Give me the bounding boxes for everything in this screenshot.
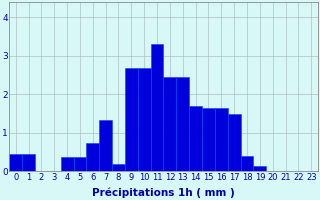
Bar <box>253 166 266 171</box>
Bar <box>151 44 164 171</box>
Bar <box>99 120 112 171</box>
Bar <box>22 154 35 171</box>
Bar <box>112 164 125 171</box>
Bar <box>241 156 253 171</box>
Bar <box>61 157 74 171</box>
X-axis label: Précipitations 1h ( mm ): Précipitations 1h ( mm ) <box>92 187 235 198</box>
Bar <box>125 68 138 171</box>
Bar <box>202 108 215 171</box>
Bar <box>228 114 241 171</box>
Bar <box>164 77 176 171</box>
Bar <box>215 108 228 171</box>
Bar <box>176 77 189 171</box>
Bar <box>9 154 22 171</box>
Bar <box>74 157 86 171</box>
Bar <box>138 68 151 171</box>
Bar <box>86 143 99 171</box>
Bar <box>189 106 202 171</box>
